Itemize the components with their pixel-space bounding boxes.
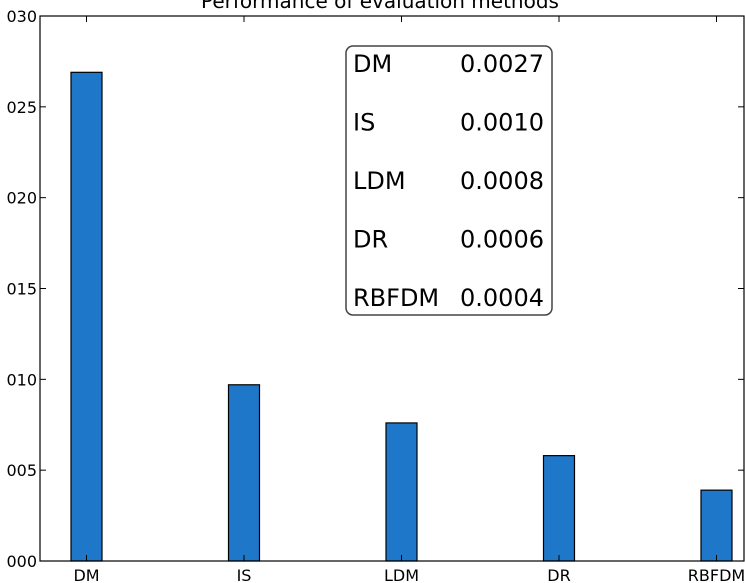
y-tick-label: 025: [6, 98, 37, 117]
legend-entry-value: 0.0010: [460, 109, 544, 137]
y-tick-label: 020: [6, 189, 37, 208]
x-tick-label: IS: [237, 566, 252, 583]
legend-entry-name: RBFDM: [353, 284, 439, 312]
bars-group: [70, 71, 733, 562]
legend-frame: [345, 45, 553, 316]
bar-rbfdm: [700, 489, 733, 562]
bar-dr: [542, 455, 576, 562]
legend-entry-value: 0.0008: [460, 167, 544, 195]
y-tick-label: 000: [6, 552, 37, 571]
bar-ldm: [385, 422, 418, 562]
legend-entry-value: 0.0027: [460, 50, 544, 78]
legend-entry-name: LDM: [353, 167, 406, 195]
legend-entry-name: DR: [353, 226, 388, 254]
chart-title: Performance of evaluation methods: [201, 0, 559, 13]
x-tick-label: DM: [73, 566, 99, 583]
y-tick-label: 010: [6, 370, 37, 389]
legend-entry-value: 0.0004: [460, 284, 544, 312]
x-tick-label: DR: [547, 566, 570, 583]
legend-entry-value: 0.0006: [460, 226, 544, 254]
x-axis-ticks: DM IS LDM DR RBFDM: [73, 16, 745, 583]
y-tick-label: 030: [6, 7, 37, 26]
y-tick-label: 005: [6, 461, 37, 480]
plot-frame: [39, 15, 745, 562]
legend-entry-name: DM: [353, 50, 392, 78]
x-tick-label: RBFDM: [688, 566, 745, 583]
legend-entry-name: IS: [353, 109, 375, 137]
y-tick-label: 015: [6, 280, 37, 299]
bar-dm: [70, 71, 103, 562]
value-legend-box: DM 0.0027 IS 0.0010 LDM 0.0008 DR 0.0006 RBFDM 0.…: [345, 45, 553, 316]
x-tick-label: LDM: [384, 566, 419, 583]
bar-is: [227, 384, 261, 562]
